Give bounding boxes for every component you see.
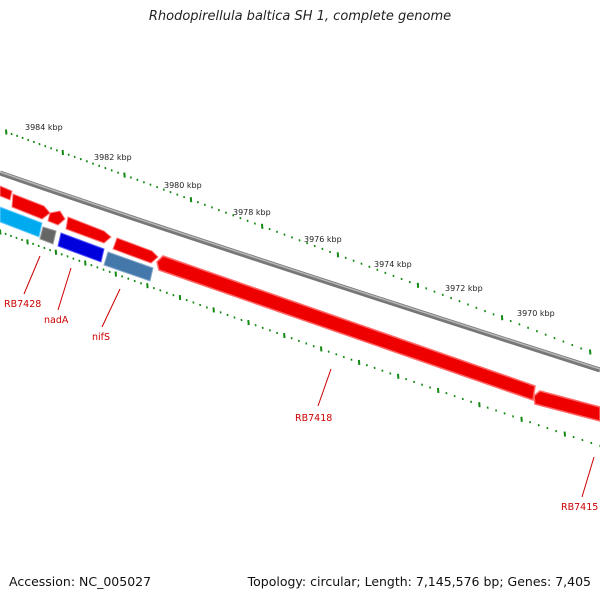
kbp-label-3970: 3970 kbp <box>517 309 555 318</box>
gene-unknown[interactable] <box>39 226 57 245</box>
map-title: Rhodopirellula baltica SH 1, complete ge… <box>148 9 452 24</box>
gene-forward-3[interactable] <box>47 210 66 226</box>
accession-text: Accession: NC_005027 <box>9 574 152 589</box>
gene-forward-4[interactable] <box>65 216 112 244</box>
kbp-label-3972: 3972 kbp <box>445 284 483 293</box>
gene-label-RB7418: RB7418 <box>295 413 332 424</box>
gene-label-nadA: nadA <box>44 315 69 326</box>
kbp-label-3978: 3978 kbp <box>233 208 271 217</box>
gene-nifS[interactable] <box>103 251 154 282</box>
reverse-strand-genes <box>0 206 154 282</box>
outer-tick-ruler <box>5 129 592 355</box>
gene-label-nifS: nifS <box>92 332 110 343</box>
genome-summary-text: Topology: circular; Length: 7,145,576 bp… <box>247 574 591 589</box>
inner-tick-ruler <box>0 229 600 448</box>
gene-RB7428[interactable] <box>0 206 43 238</box>
gene-forward-1[interactable] <box>0 185 13 201</box>
gene-RB7418[interactable] <box>156 255 536 402</box>
gene-label-RB7415: RB7415 <box>561 502 598 513</box>
kbp-label-3984: 3984 kbp <box>25 123 63 132</box>
gene-forward-5[interactable] <box>112 237 159 264</box>
kbp-label-3980: 3980 kbp <box>164 181 202 190</box>
kbp-label-3974: 3974 kbp <box>374 260 412 269</box>
genome-backbone <box>0 170 600 373</box>
kbp-labels: 3984 kbp 3982 kbp 3980 kbp 3978 kbp 3976… <box>25 123 555 318</box>
gene-callouts <box>23 255 595 498</box>
kbp-label-3982: 3982 kbp <box>94 153 132 162</box>
gene-labels: RB7428 nadA nifS RB7418 RB7415 <box>4 299 598 513</box>
gene-RB7415[interactable] <box>533 390 600 422</box>
gene-forward-2[interactable] <box>11 193 51 220</box>
forward-strand-genes <box>0 185 600 422</box>
gene-nadA[interactable] <box>57 232 105 263</box>
gene-label-RB7428: RB7428 <box>4 299 41 310</box>
genome-backbone-highlight <box>0 171 600 370</box>
kbp-label-3976: 3976 kbp <box>304 235 342 244</box>
